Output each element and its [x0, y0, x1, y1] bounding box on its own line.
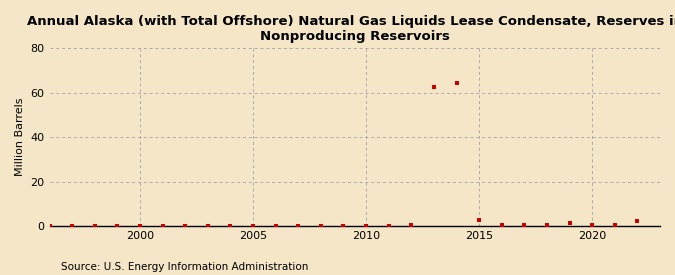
- Point: [429, 85, 439, 89]
- Text: Source: U.S. Energy Information Administration: Source: U.S. Energy Information Administ…: [61, 262, 308, 272]
- Point: [44, 224, 55, 228]
- Y-axis label: Million Barrels: Million Barrels: [15, 98, 25, 176]
- Point: [610, 223, 620, 227]
- Point: [67, 224, 78, 228]
- Point: [338, 224, 349, 228]
- Point: [202, 224, 213, 228]
- Point: [315, 224, 326, 228]
- Title: Annual Alaska (with Total Offshore) Natural Gas Liquids Lease Condensate, Reserv: Annual Alaska (with Total Offshore) Natu…: [27, 15, 675, 43]
- Point: [270, 224, 281, 228]
- Point: [519, 223, 530, 227]
- Point: [89, 224, 100, 228]
- Point: [451, 81, 462, 86]
- Point: [632, 219, 643, 224]
- Point: [22, 224, 32, 228]
- Point: [406, 223, 416, 227]
- Point: [180, 224, 190, 228]
- Point: [134, 224, 145, 228]
- Point: [541, 223, 552, 227]
- Point: [360, 224, 371, 228]
- Point: [474, 218, 485, 222]
- Point: [112, 224, 123, 228]
- Point: [293, 224, 304, 228]
- Point: [248, 224, 259, 228]
- Point: [157, 224, 168, 228]
- Point: [496, 223, 507, 227]
- Point: [383, 224, 394, 228]
- Point: [0, 224, 9, 228]
- Point: [564, 220, 575, 225]
- Point: [587, 223, 597, 227]
- Point: [225, 224, 236, 228]
